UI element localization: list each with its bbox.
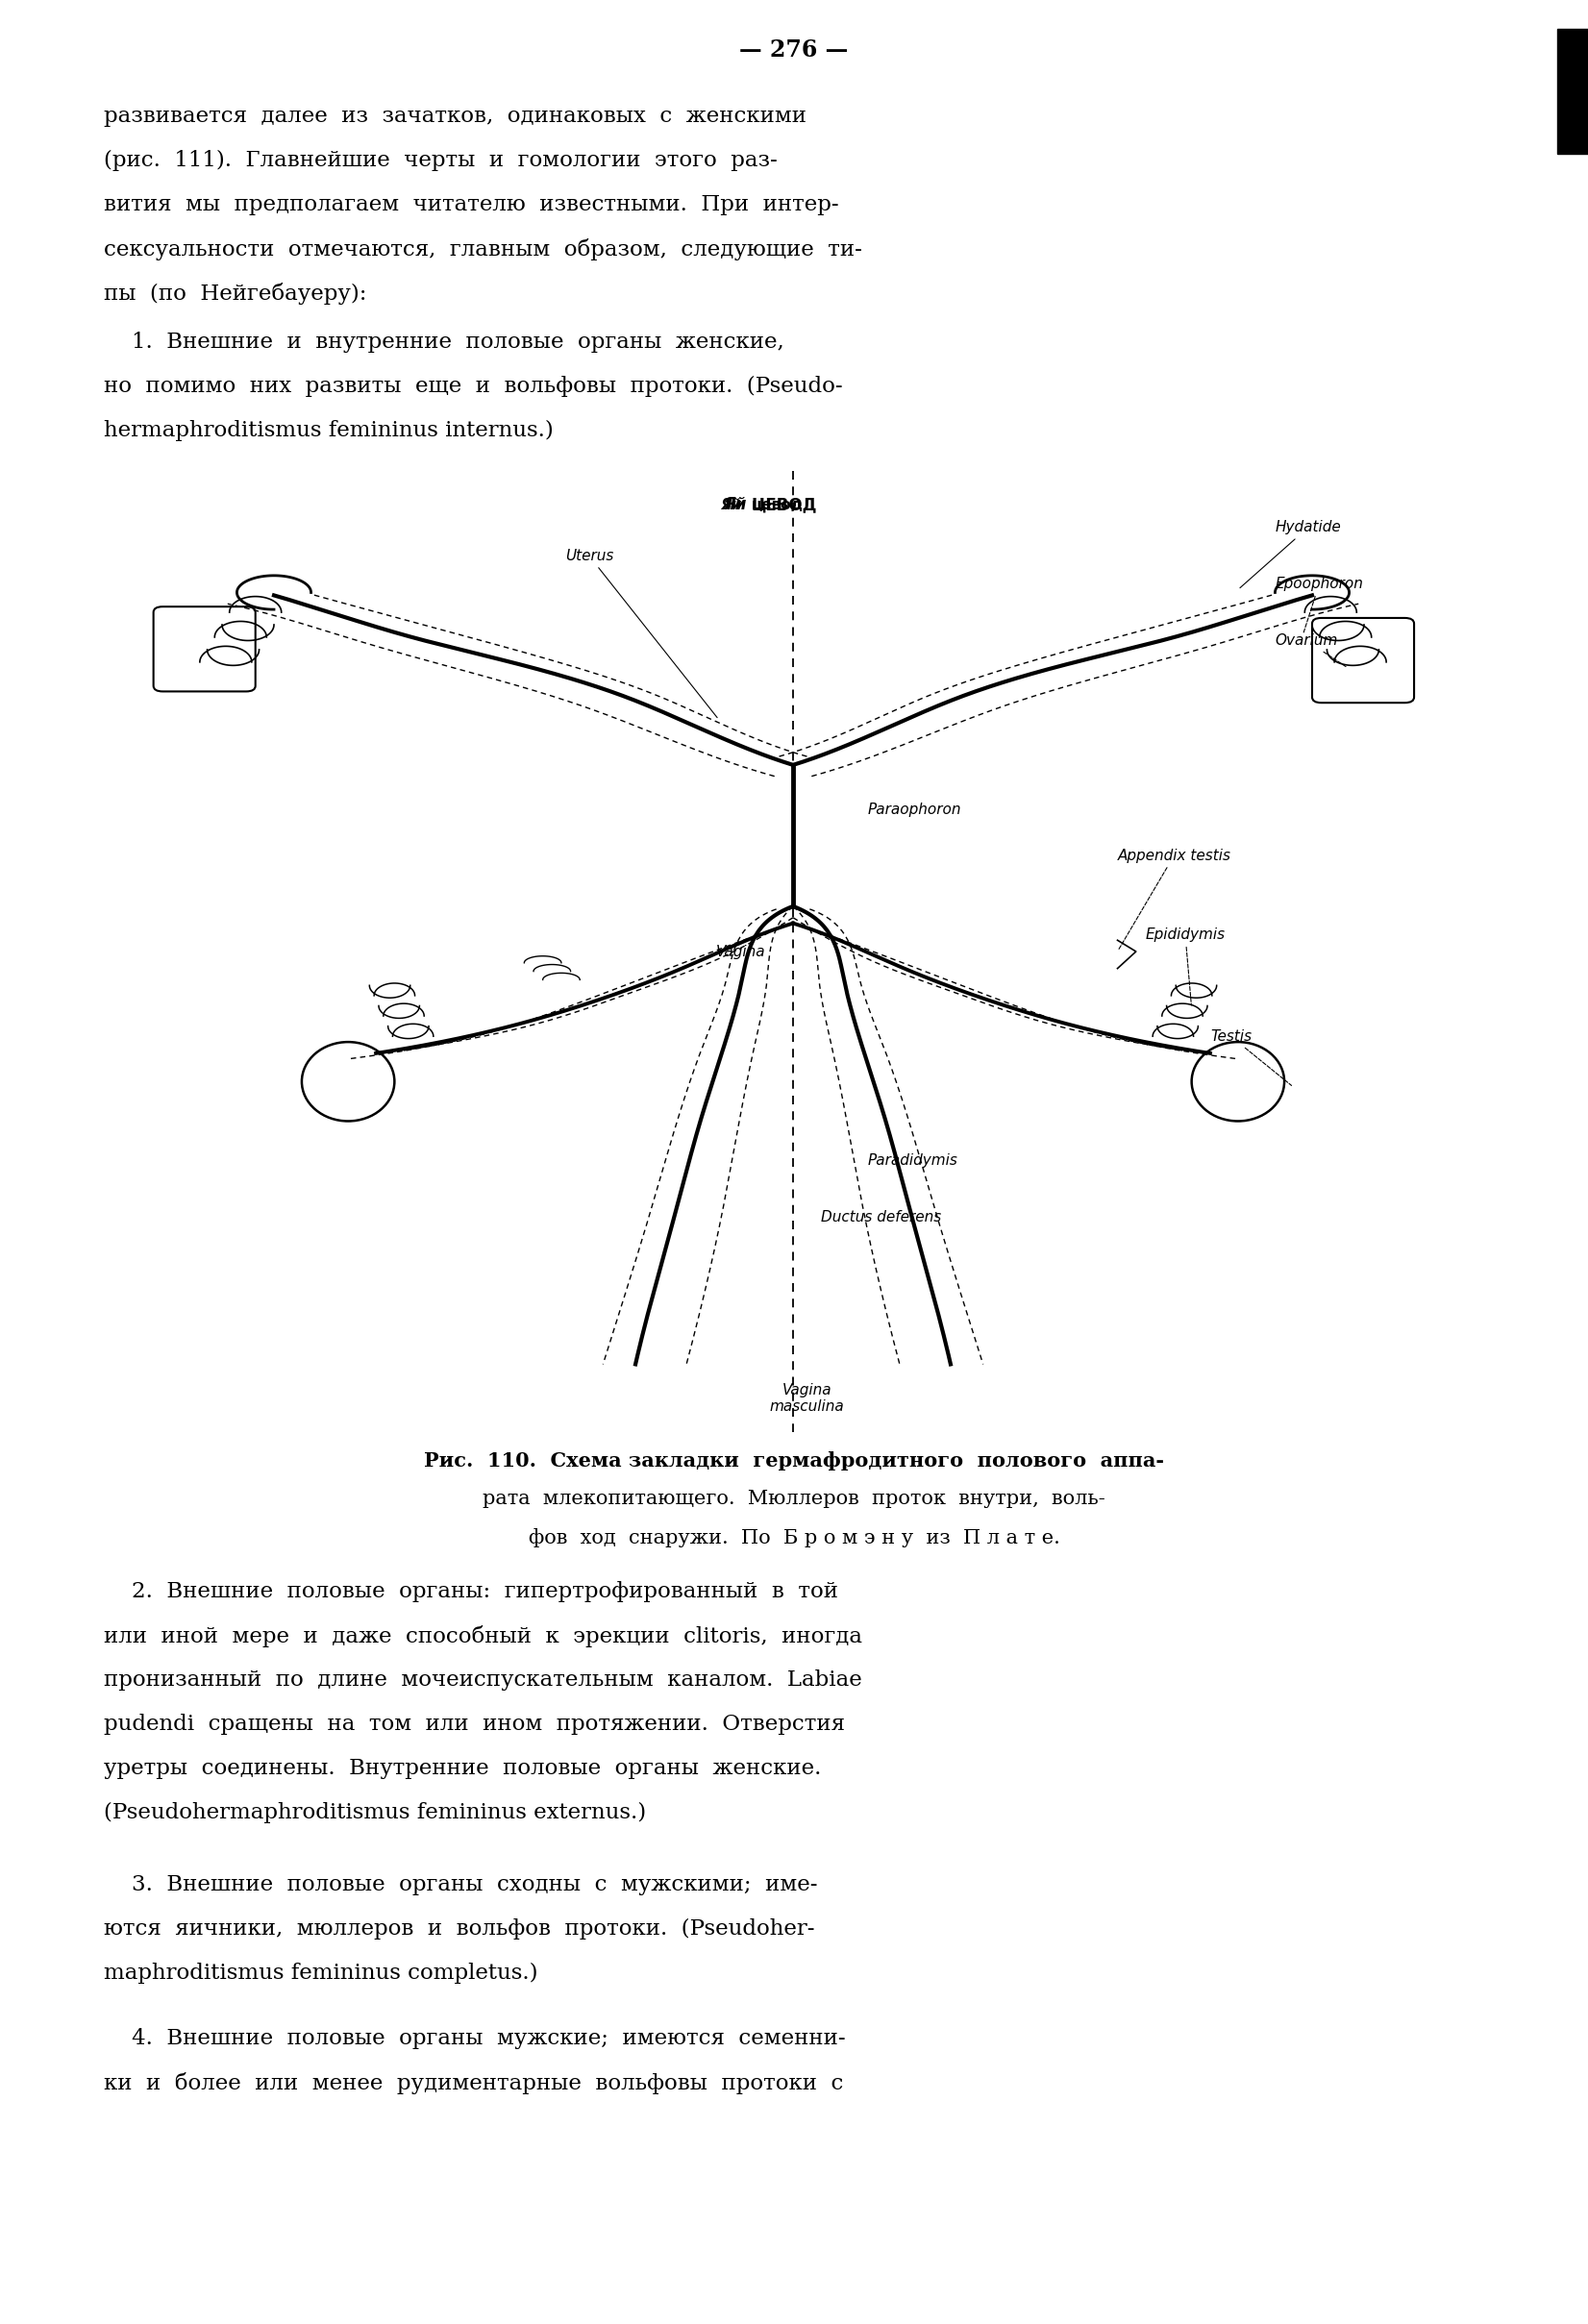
Text: 2.  Внешние  половые  органы:  гипертрофированный  в  той: 2. Внешние половые органы: гипертрофиров… [103, 1580, 838, 1601]
Text: (рис.  111).  Главнейшие  черты  и  гомологии  этого  раз-: (рис. 111). Главнейшие черты и гомологии… [103, 151, 778, 172]
Text: hermaphroditismus femininus internus.): hermaphroditismus femininus internus.) [103, 421, 554, 442]
Text: — 276 —: — 276 — [740, 40, 848, 60]
Text: пронизанный  по  длине  мочеиспускательным  каналом.  Labiae: пронизанный по длине мочеиспускательным … [103, 1669, 862, 1690]
Text: Paraophoron: Paraophoron [867, 804, 961, 818]
Text: фов  ход  снаружи.  По  Б р о м э н у  из  П л а т е.: фов ход снаружи. По Б р о м э н у из П л… [529, 1529, 1059, 1548]
Text: 1.  Внешние  и  внутренние  половые  органы  женские,: 1. Внешние и внутренние половые органы ж… [103, 332, 784, 353]
Text: уретры  соединены.  Внутренние  половые  органы  женские.: уретры соединены. Внутренние половые орг… [103, 1757, 821, 1780]
Text: Яй: Яй [721, 497, 742, 511]
Bar [1558, 28, 1588, 153]
Text: Vagina: Vagina [716, 944, 765, 960]
Text: Uterus: Uterus [565, 548, 718, 718]
Text: ки  и  более  или  менее  рудиментарные  вольфовы  протоки  с: ки и более или менее рудиментарные вольф… [103, 2073, 843, 2094]
Text: развивается  далее  из  зачатков,  одинаковых  с  женскими: развивается далее из зачатков, одинаковы… [103, 105, 807, 128]
Text: Testis: Testis [1210, 1030, 1291, 1085]
Text: 4.  Внешние  половые  органы  мужские;  имеются  семенни-: 4. Внешние половые органы мужские; имеют… [103, 2029, 845, 2050]
Text: ЦЕВОД: ЦЕВОД [751, 497, 818, 514]
Text: Ovarium: Ovarium [1275, 634, 1347, 667]
Text: или  иной  мере  и  даже  способный  к  эрекции  clitoris,  иногда: или иной мере и даже способный к эрекции… [103, 1624, 862, 1648]
Text: (Pseudohermaphroditismus femininus externus.): (Pseudohermaphroditismus femininus exter… [103, 1801, 646, 1824]
Text: Яй: Яй [723, 497, 746, 514]
Text: 3.  Внешние  половые  органы  сходны  с  мужскими;  име-: 3. Внешние половые органы сходны с мужск… [103, 1873, 818, 1896]
Text: сексуальности  отмечаются,  главным  образом,  следующие  ти-: сексуальности отмечаются, главным образо… [103, 239, 862, 260]
Text: Epoophoron: Epoophoron [1275, 576, 1364, 632]
Text: Epididymis: Epididymis [1145, 927, 1226, 1006]
Text: Ductus deferens: Ductus deferens [821, 1211, 942, 1225]
Text: цевод: цевод [751, 497, 804, 511]
Text: вития  мы  предполагаем  читателю  известными.  При  интер-: вития мы предполагаем читателю известным… [103, 195, 838, 216]
Text: Vagina
masculina: Vagina masculina [770, 1383, 845, 1413]
Text: рата  млекопитающего.  Мюллеров  проток  внутри,  воль-: рата млекопитающего. Мюллеров проток вну… [483, 1490, 1105, 1508]
Text: Paradidymis: Paradidymis [867, 1153, 958, 1169]
Text: Рис.  110.  Схема закладки  гермафродитного  полового  аппа-: Рис. 110. Схема закладки гермафродитного… [424, 1450, 1164, 1471]
Text: Hydatide: Hydatide [1240, 521, 1342, 588]
Text: но  помимо  них  развиты  еще  и  вольфовы  протоки.  (Pseudo-: но помимо них развиты еще и вольфовы про… [103, 376, 843, 397]
Text: Appendix testis: Appendix testis [1118, 848, 1231, 948]
Text: ются  яичники,  мюллеров  и  вольфов  протоки.  (Pseudoher-: ются яичники, мюллеров и вольфов протоки… [103, 1917, 815, 1941]
Text: maphroditismus femininus completus.): maphroditismus femininus completus.) [103, 1961, 538, 1985]
Text: pudendi  сращены  на  том  или  ином  протяжении.  Отверстия: pudendi сращены на том или ином протяжен… [103, 1713, 845, 1734]
Text: пы  (по  Нейгебауеру):: пы (по Нейгебауеру): [103, 284, 367, 304]
